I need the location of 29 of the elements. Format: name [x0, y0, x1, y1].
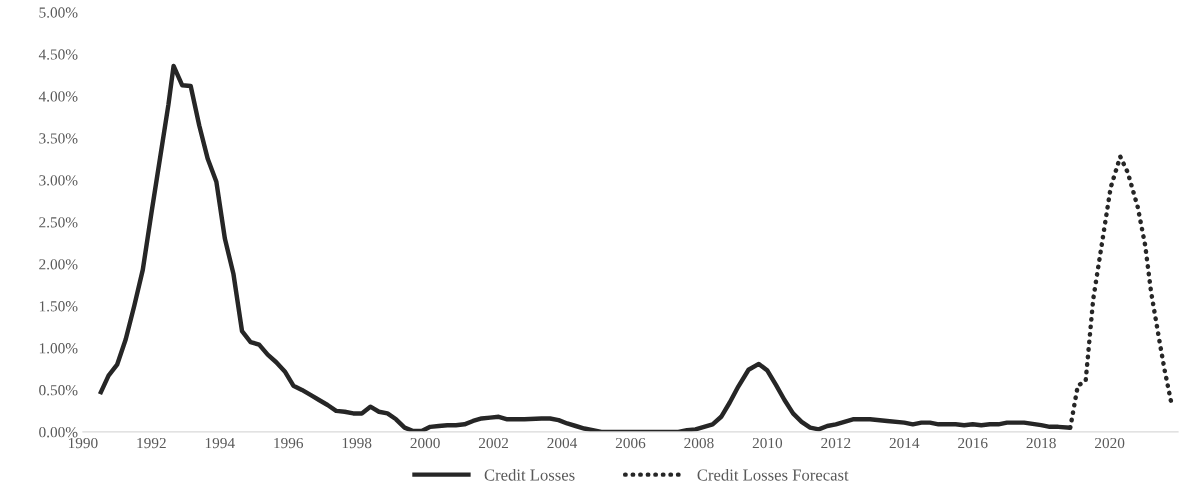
x-tick-label: 1992 [137, 437, 166, 449]
y-tick-label: 2.00% [39, 259, 78, 270]
y-tick-label: 4.50% [38, 49, 78, 60]
y-tick-label: 0.00% [39, 427, 78, 438]
x-tick-label: 2004 [547, 437, 578, 449]
y-tick-label: 2.50% [39, 217, 78, 228]
legend-label: Credit Losses Forecast [697, 468, 849, 481]
y-tick-label: 1.50% [39, 301, 78, 312]
x-tick-label: 2012 [821, 437, 851, 449]
y-tick-label: 1.00% [39, 343, 78, 354]
x-tick-label: 2000 [410, 437, 440, 449]
x-tick-label: 2014 [889, 437, 920, 449]
x-tick-label: 2006 [615, 437, 646, 449]
x-tick-label: 2008 [684, 437, 714, 449]
legend-label: Credit Losses [484, 468, 575, 481]
y-tick-label: 3.00% [39, 175, 78, 186]
x-tick-label: 1996 [274, 437, 304, 449]
y-tick-label: 0.50% [39, 385, 78, 396]
x-tick-label: 2016 [958, 437, 988, 449]
x-tick-label: 2018 [1026, 437, 1056, 449]
x-tick-label: 1994 [205, 437, 235, 449]
y-tick-label: 4.00% [38, 91, 78, 102]
x-tick-label: 2002 [478, 437, 509, 449]
x-tick-label: 2010 [752, 437, 783, 449]
y-tick-label: 5.00% [39, 7, 78, 18]
x-tick-label: 1990 [68, 437, 98, 449]
x-tick-label: 1998 [342, 437, 372, 449]
x-tick-label: 2020 [1095, 437, 1125, 449]
y-tick-label: 3.50% [39, 133, 78, 144]
